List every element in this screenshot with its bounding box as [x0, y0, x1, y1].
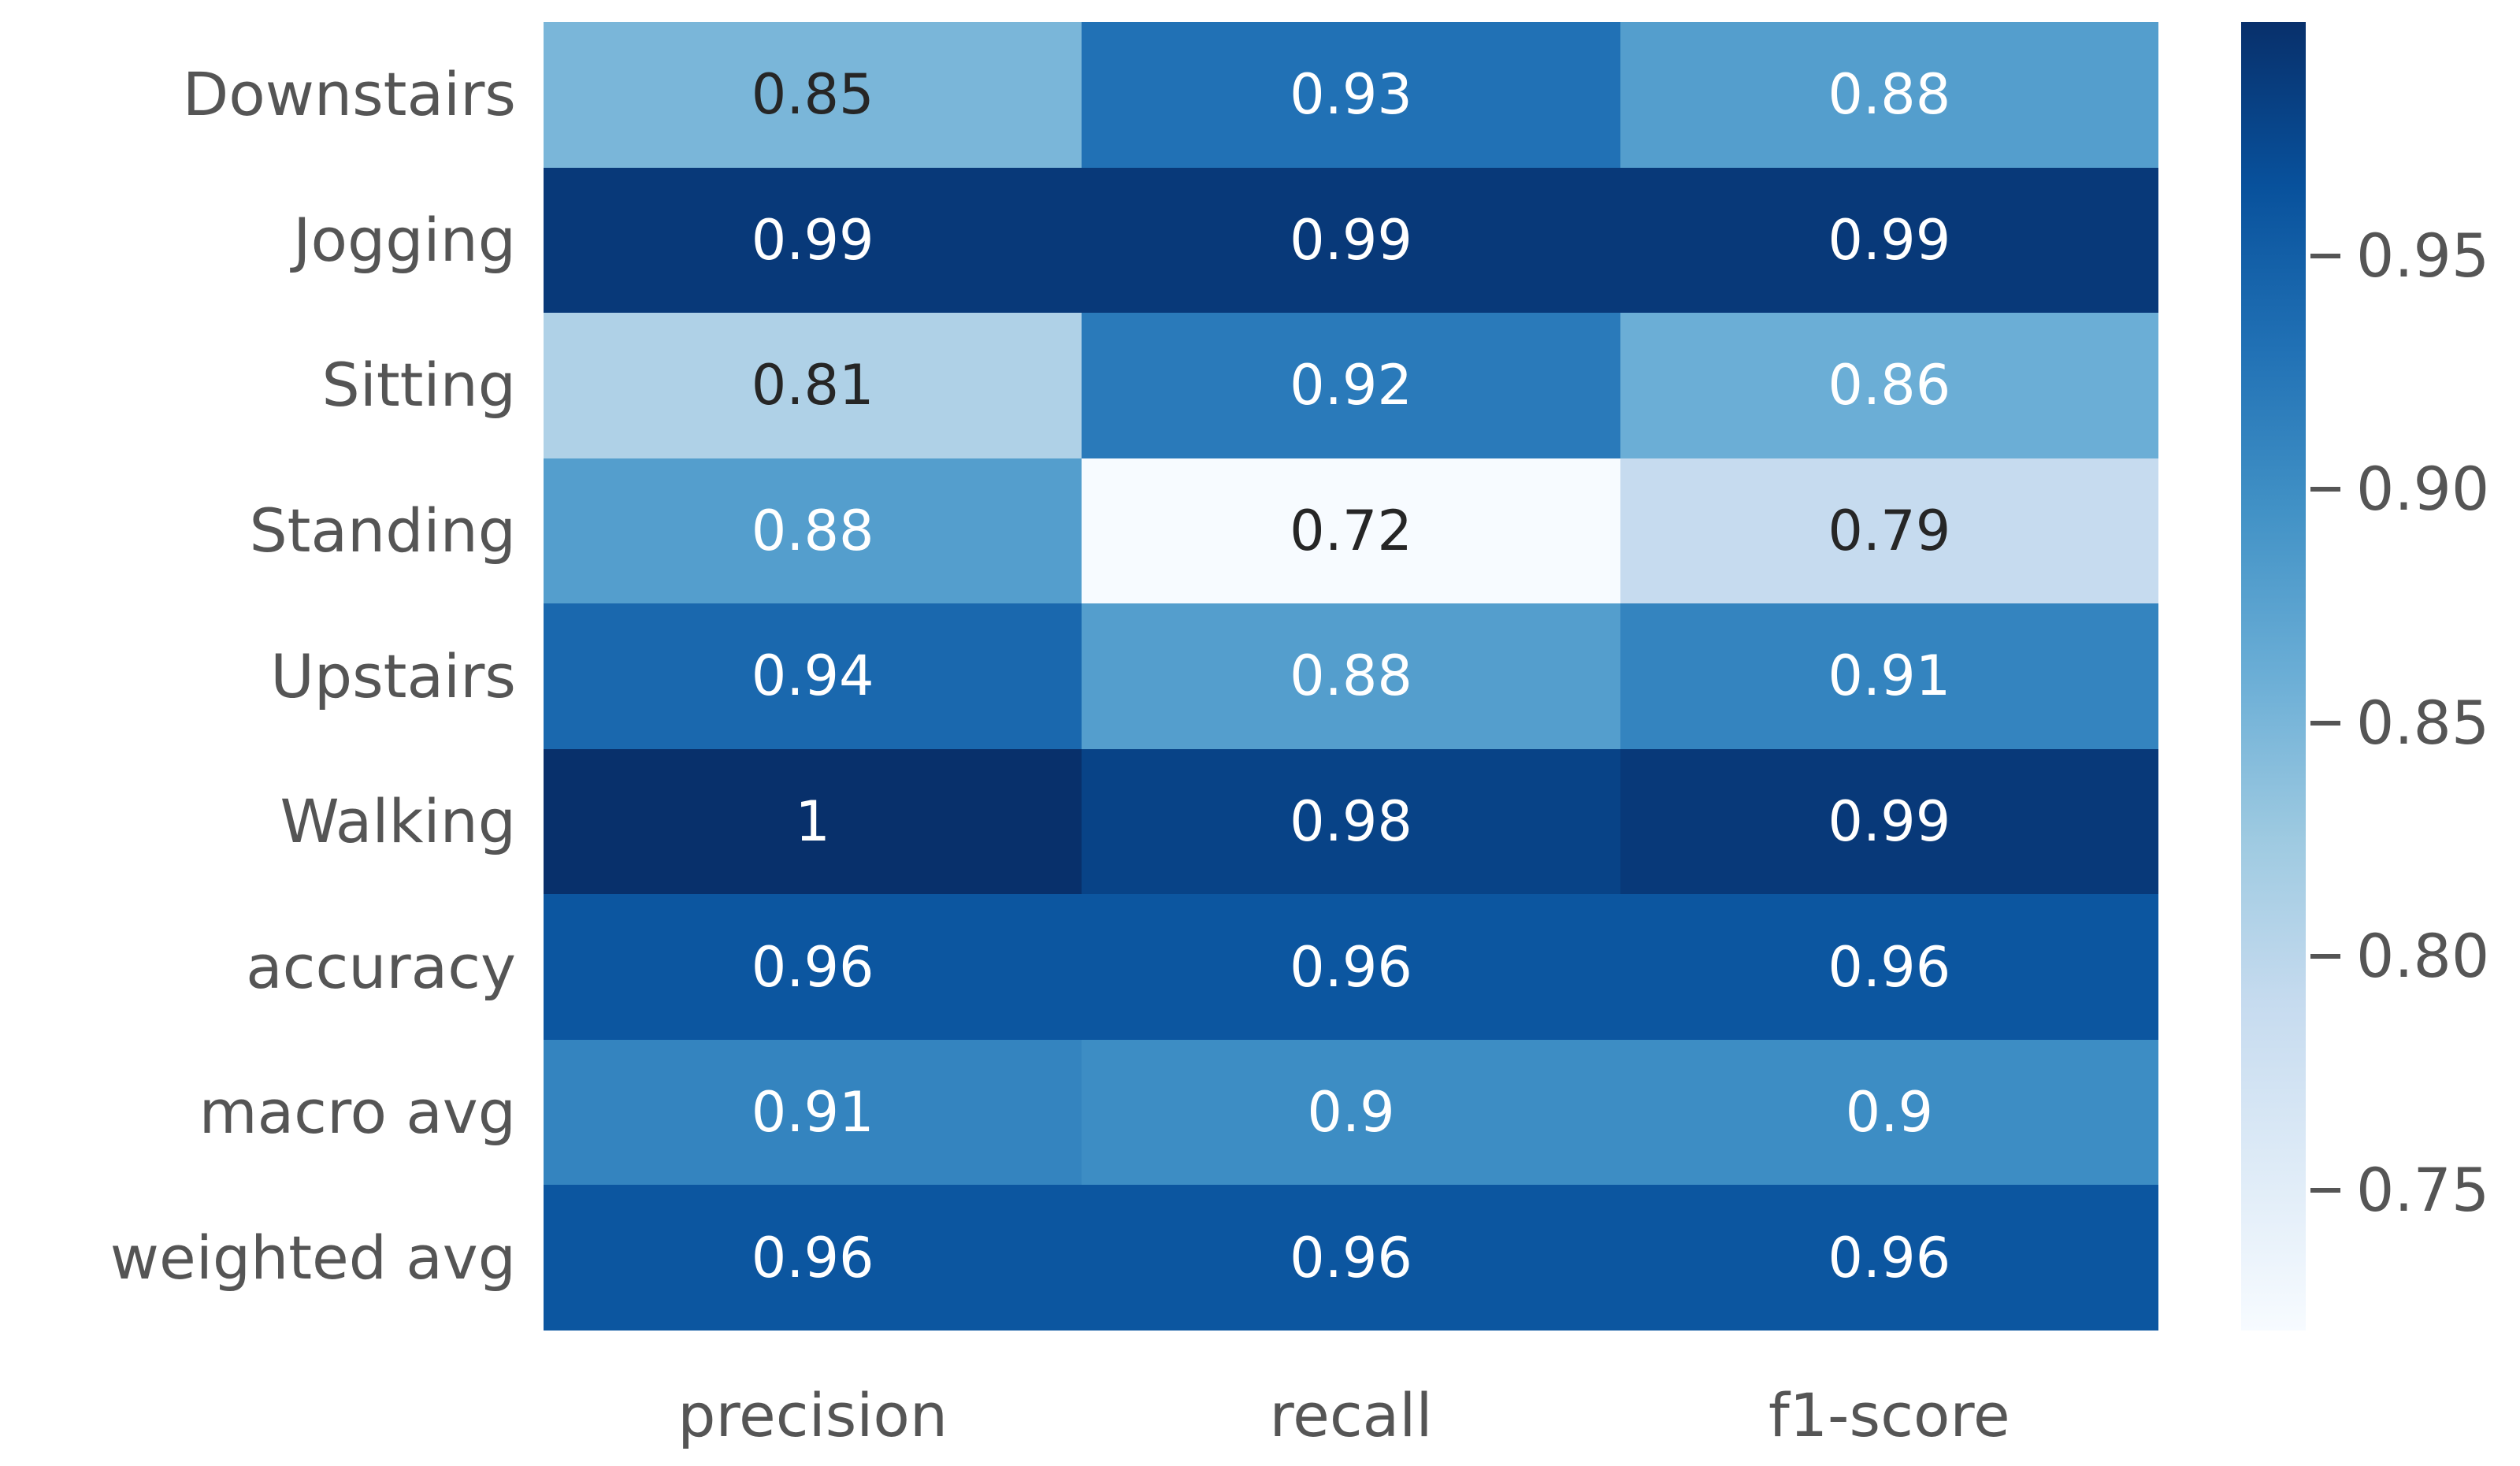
heatmap-cell: 0.96	[1082, 894, 1620, 1040]
x-tick-label: precision	[677, 1380, 948, 1450]
cell-value: 0.9	[1845, 1080, 1933, 1145]
y-tick-label: weighted avg	[109, 1222, 516, 1293]
colorbar-tick-label: 0.85	[2356, 687, 2490, 758]
cell-value: 0.88	[751, 498, 874, 563]
heatmap-cell: 0.96	[1620, 1185, 2158, 1331]
cell-value: 0.88	[1290, 644, 1412, 709]
heatmap-cell: 0.91	[544, 1039, 1082, 1186]
colorbar-tick-label: 0.90	[2356, 454, 2490, 525]
cell-value: 0.86	[1828, 353, 1951, 418]
y-tick-label: Walking	[280, 786, 516, 857]
heatmap-cell: 0.9	[1082, 1039, 1620, 1186]
x-tick-label: f1-score	[1768, 1380, 2010, 1450]
cell-value: 0.91	[1828, 644, 1951, 709]
cell-value: 0.79	[1828, 498, 1951, 563]
heatmap-cell: 0.96	[1620, 894, 2158, 1040]
heatmap-cell: 0.92	[1082, 313, 1620, 458]
cell-value: 0.99	[1828, 789, 1951, 855]
colorbar-tick-mark	[2310, 954, 2340, 959]
colorbar-tick-mark	[2310, 720, 2340, 726]
cell-value: 0.92	[1290, 353, 1412, 418]
y-tick-label: Sitting	[321, 350, 516, 421]
cell-value: 0.99	[1290, 207, 1412, 273]
cell-value: 0.96	[751, 1225, 874, 1290]
heatmap-cell: 1	[544, 748, 1082, 895]
x-tick-label: recall	[1269, 1380, 1433, 1450]
cell-value: 0.96	[1290, 1225, 1412, 1290]
heatmap-cell: 0.85	[544, 22, 1082, 168]
y-tick-label: Upstairs	[270, 640, 516, 711]
heatmap-cell: 0.94	[544, 603, 1082, 749]
colorbar-tick-label: 0.80	[2356, 921, 2490, 992]
cell-value: 0.99	[751, 207, 874, 273]
heatmap-cell: 0.96	[1082, 1185, 1620, 1331]
heatmap-cell: 0.79	[1620, 458, 2158, 604]
cell-value: 0.96	[1828, 1225, 1951, 1290]
heatmap-cell: 0.99	[1082, 167, 1620, 314]
cell-value: 0.72	[1290, 498, 1412, 563]
colorbar-tick-label: 0.75	[2356, 1155, 2490, 1226]
colorbar-gradient	[2241, 22, 2306, 1331]
y-tick-label: macro avg	[199, 1077, 516, 1148]
cell-value: 0.91	[751, 1080, 874, 1145]
heatmap-cell: 0.99	[544, 167, 1082, 314]
x-axis-labels: precision recall f1-score	[544, 1372, 2158, 1459]
cell-value: 0.9	[1307, 1080, 1395, 1145]
heatmap-cell: 0.91	[1620, 603, 2158, 749]
colorbar-tick-mark	[2310, 1188, 2340, 1193]
y-axis-labels: Downstairs Jogging Sitting Standing Upstairs…	[0, 22, 516, 1331]
heatmap-cell: 0.88	[544, 458, 1082, 604]
cell-value: 0.88	[1828, 62, 1951, 128]
cell-value: 1	[795, 789, 830, 855]
heatmap-cell: 0.93	[1082, 22, 1620, 168]
colorbar-tick-mark	[2310, 253, 2340, 258]
colorbar-tick-label: 0.95	[2356, 220, 2490, 291]
colorbar-tick-mark	[2310, 487, 2340, 492]
cell-value: 0.85	[751, 62, 874, 128]
heatmap-cell: 0.81	[544, 313, 1082, 458]
heatmap-grid: 0.85 0.93 0.88 0.99 0.99 0.99 0.81 0.92 0.86 0.88…	[544, 22, 2158, 1331]
y-tick-label: Standing	[249, 495, 516, 566]
cell-value: 0.93	[1290, 62, 1412, 128]
y-tick-label: accuracy	[246, 931, 516, 1002]
heatmap-cell: 0.86	[1620, 313, 2158, 458]
cell-value: 0.94	[751, 644, 874, 709]
heatmap-cell: 0.99	[1620, 167, 2158, 314]
heatmap-cell: 0.88	[1082, 603, 1620, 749]
heatmap-cell: 0.98	[1082, 748, 1620, 895]
colorbar-ticks: 0.95 0.90 0.85 0.80 0.75	[2306, 22, 2520, 1331]
cell-value: 0.99	[1828, 207, 1951, 273]
y-tick-label: Downstairs	[182, 59, 516, 130]
cell-value: 0.81	[751, 353, 874, 418]
cell-value: 0.98	[1290, 789, 1412, 855]
cell-value: 0.96	[1290, 934, 1412, 1000]
cell-value: 0.96	[751, 934, 874, 1000]
heatmap-cell: 0.99	[1620, 748, 2158, 895]
heatmap-cell: 0.9	[1620, 1039, 2158, 1186]
y-tick-label: Jogging	[293, 204, 516, 275]
heatmap-cell: 0.88	[1620, 22, 2158, 168]
heatmap-cell: 0.96	[544, 1185, 1082, 1331]
cell-value: 0.96	[1828, 934, 1951, 1000]
heatmap-cell: 0.96	[544, 894, 1082, 1040]
heatmap-cell: 0.72	[1082, 458, 1620, 604]
